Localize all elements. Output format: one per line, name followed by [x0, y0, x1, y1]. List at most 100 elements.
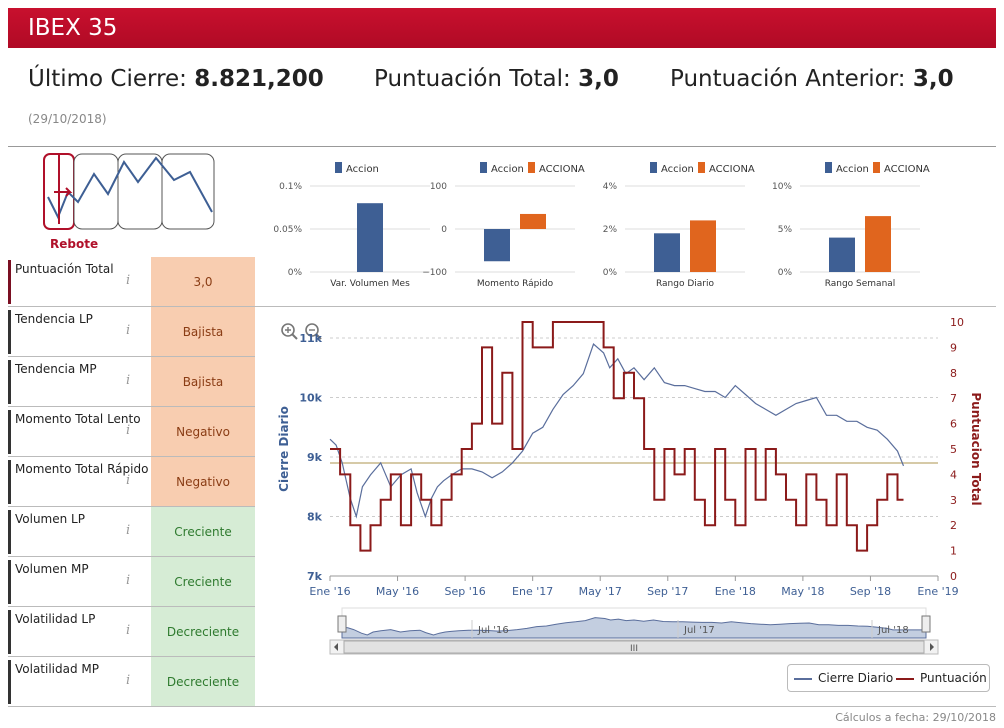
pattern-box — [73, 153, 119, 230]
x-tick-label: Ene '17 — [512, 585, 553, 598]
metric-row: Momento Total Lento i Negativo — [8, 407, 255, 457]
left-tick-label: 10k — [299, 392, 322, 405]
pattern-arrow — [54, 154, 73, 224]
right-tick-label: 4 — [950, 468, 957, 481]
title-bar: IBEX 35 — [8, 8, 996, 48]
mini-chart: Accion ACCIONA 0% 5% 10% Rango Semanal — [772, 162, 930, 289]
chart-navigator[interactable]: Jul '16 Jul '17 Jul '18 III — [328, 606, 940, 656]
info-icon[interactable]: i — [126, 473, 131, 488]
info-icon[interactable]: i — [126, 373, 131, 388]
zoom-in-icon[interactable] — [281, 323, 298, 340]
metric-row: Puntuación Total i 3,0 — [8, 257, 255, 307]
metric-value: Bajista — [151, 307, 255, 356]
bar[interactable] — [484, 229, 510, 262]
x-tick-label: Sep '17 — [647, 585, 688, 598]
metric-label: Volumen MP — [8, 560, 150, 604]
metric-value: Negativo — [151, 457, 255, 506]
y-tick-label: 0 — [441, 225, 447, 235]
legend-swatch — [873, 162, 880, 173]
last-close-stat: Último Cierre: 8.821,200 — [28, 66, 324, 92]
pattern-box — [161, 153, 215, 230]
x-tick-label: Sep '16 — [444, 585, 485, 598]
bar[interactable] — [865, 216, 891, 272]
info-icon[interactable]: i — [126, 573, 131, 588]
metric-value: Decreciente — [151, 607, 255, 656]
info-icon[interactable]: i — [126, 323, 131, 338]
metric-row: Volatilidad MP i Decreciente — [8, 657, 255, 707]
main-line-chart: 7k 8k 9k 10k 11k 0 1 2 3 4 5 6 7 8 9 10 Cierre Diario Pun… — [277, 316, 983, 598]
info-icon[interactable]: i — [126, 673, 131, 688]
rebote-pattern-icon — [43, 153, 215, 230]
bar[interactable] — [654, 233, 680, 272]
bar[interactable] — [357, 203, 383, 272]
x-tick-label: May '17 — [579, 585, 622, 598]
bar[interactable] — [829, 237, 855, 272]
bar[interactable] — [690, 220, 716, 272]
mini-chart: Accion ACCIONA 0% 2% 4% Rango Diario — [603, 162, 755, 289]
metric-label: Tendencia LP — [8, 310, 150, 354]
y-tick-label: 0% — [288, 268, 303, 278]
legend-swatch-score — [896, 677, 914, 680]
y-tick-label: 0% — [778, 268, 793, 278]
legend-swatch — [528, 162, 535, 173]
y-tick-label: 10% — [772, 182, 792, 192]
mini-legend-label: ACCIONA — [539, 164, 585, 175]
mini-chart-title: Momento Rápido — [477, 279, 554, 289]
x-tick-label: May '16 — [376, 585, 419, 598]
y-tick-label: 2% — [603, 225, 618, 235]
scroll-left-icon[interactable] — [334, 643, 338, 651]
navigator-handle-left[interactable] — [337, 615, 347, 633]
divider — [8, 146, 996, 147]
scroll-right-icon[interactable] — [930, 643, 934, 651]
metric-row: Volumen LP i Creciente — [8, 507, 255, 557]
navigator-label: Jul '16 — [477, 625, 509, 636]
total-score-value: 3,0 — [578, 66, 619, 92]
y-tick-label: 4% — [603, 182, 618, 192]
bar[interactable] — [520, 213, 546, 229]
info-icon[interactable]: i — [126, 273, 131, 288]
metric-label: Puntuación Total — [8, 260, 150, 304]
pattern-box — [117, 153, 163, 230]
x-tick-label: Sep '18 — [850, 585, 891, 598]
scrollbar-thumb[interactable] — [343, 640, 925, 654]
right-tick-label: 3 — [950, 494, 957, 507]
mini-chart: Accion 0% 0.05% 0.1% Var. Volumen Mes — [273, 162, 430, 289]
mini-legend-label: Accion — [346, 164, 379, 175]
prev-score-stat: Puntuación Anterior: 3,0 — [670, 66, 954, 92]
metric-row: Momento Total Rápido i Negativo — [8, 457, 255, 507]
total-score-label: Puntuación Total: — [374, 66, 571, 92]
mini-chart-title: Rango Semanal — [825, 279, 896, 289]
legend-item-score[interactable]: Puntuación — [896, 671, 987, 685]
y-tick-label: −100 — [422, 268, 447, 278]
zoom-out-icon[interactable] — [305, 323, 322, 340]
info-icon[interactable]: i — [126, 523, 131, 538]
right-tick-label: 6 — [950, 418, 957, 431]
right-tick-label: 0 — [950, 570, 957, 583]
mini-legend-label: ACCIONA — [884, 164, 930, 175]
y-tick-label: 0.1% — [279, 182, 302, 192]
legend-swatch — [825, 162, 832, 173]
metrics-table: Puntuación Total i 3,0 Tendencia LP i Bajista… — [8, 257, 255, 707]
series-cierre-diario[interactable] — [329, 342, 905, 519]
scrollbar-grip: III — [630, 644, 638, 654]
series-puntuacion[interactable] — [330, 321, 904, 552]
chart-legend: Cierre Diario Puntuación — [787, 664, 990, 692]
x-tick-label: Ene '19 — [917, 585, 958, 598]
info-icon[interactable]: i — [126, 623, 131, 638]
total-score-stat: Puntuación Total: 3,0 — [374, 66, 619, 92]
y-tick-label: 100 — [430, 182, 447, 192]
navigator-handle-right[interactable] — [921, 615, 931, 633]
summary-stats: Último Cierre: 8.821,200 Puntuación Tota… — [28, 66, 988, 106]
legend-item-close[interactable]: Cierre Diario — [794, 671, 893, 685]
metric-row: Volatilidad LP i Decreciente — [8, 607, 255, 657]
x-tick-label: Ene '18 — [715, 585, 756, 598]
info-icon[interactable]: i — [126, 423, 131, 438]
metric-label: Volumen LP — [8, 510, 150, 554]
legend-swatch-close — [794, 677, 812, 680]
footer-note: Cálculos a fecha: 29/10/2018 — [835, 711, 996, 724]
mini-chart-title: Var. Volumen Mes — [330, 279, 410, 289]
left-tick-label: 8k — [307, 511, 323, 524]
metric-value: Decreciente — [151, 657, 255, 706]
right-axis-title: Puntuacion Total — [969, 392, 983, 505]
